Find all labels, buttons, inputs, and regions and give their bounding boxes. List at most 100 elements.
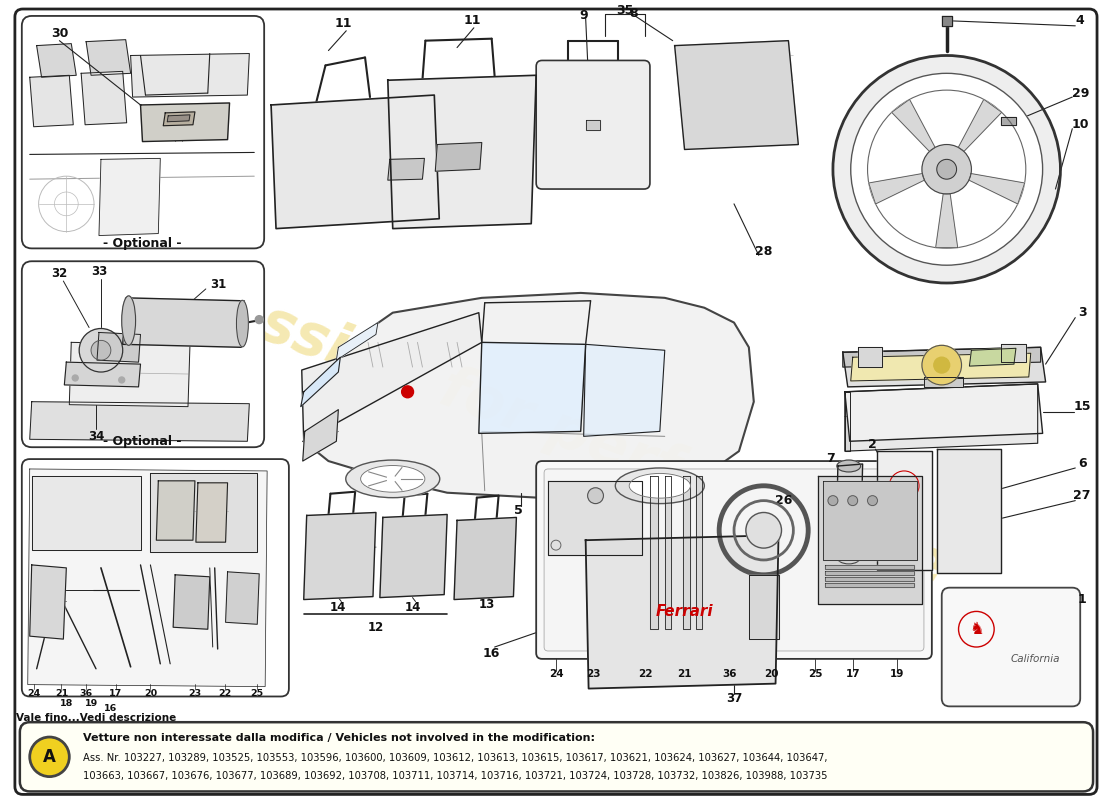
Ellipse shape — [629, 474, 691, 498]
Text: Ferrari: Ferrari — [656, 604, 714, 619]
Text: - Optional -: - Optional - — [103, 237, 182, 250]
Polygon shape — [650, 476, 658, 630]
FancyBboxPatch shape — [22, 16, 264, 248]
Polygon shape — [845, 384, 1043, 442]
Ellipse shape — [122, 296, 135, 346]
Polygon shape — [892, 99, 935, 151]
Text: - Optional -: - Optional - — [103, 434, 182, 448]
Polygon shape — [584, 344, 664, 436]
Text: 13: 13 — [478, 598, 495, 611]
Ellipse shape — [361, 466, 425, 492]
Text: 23: 23 — [188, 689, 201, 698]
Text: 27: 27 — [1074, 489, 1091, 502]
Polygon shape — [304, 293, 754, 498]
Text: 23: 23 — [586, 669, 601, 678]
Text: 21: 21 — [55, 689, 68, 698]
Circle shape — [868, 496, 878, 506]
Circle shape — [746, 513, 781, 548]
Polygon shape — [226, 572, 260, 624]
FancyBboxPatch shape — [22, 262, 264, 447]
Text: 16: 16 — [104, 704, 118, 713]
Polygon shape — [878, 451, 932, 570]
Polygon shape — [304, 513, 376, 599]
Text: 11: 11 — [334, 18, 352, 30]
Text: 37: 37 — [726, 692, 742, 705]
Polygon shape — [825, 577, 914, 581]
Polygon shape — [97, 333, 141, 362]
Polygon shape — [301, 313, 482, 442]
Polygon shape — [30, 75, 74, 126]
Ellipse shape — [837, 550, 860, 564]
Polygon shape — [167, 115, 190, 122]
FancyBboxPatch shape — [942, 588, 1080, 706]
Circle shape — [848, 496, 858, 506]
Circle shape — [934, 357, 949, 373]
FancyBboxPatch shape — [20, 722, 1093, 791]
Polygon shape — [163, 112, 195, 126]
Text: 8: 8 — [629, 7, 637, 21]
Polygon shape — [30, 402, 250, 442]
Text: 2: 2 — [868, 438, 877, 450]
Text: 19: 19 — [890, 669, 904, 678]
Polygon shape — [674, 41, 799, 150]
Text: 1: 1 — [1078, 593, 1087, 606]
Text: 18: 18 — [59, 699, 73, 708]
Polygon shape — [32, 476, 141, 550]
Polygon shape — [749, 575, 779, 639]
Polygon shape — [28, 469, 267, 686]
Text: 10: 10 — [1071, 118, 1089, 131]
Text: ♞: ♞ — [969, 620, 983, 638]
Ellipse shape — [236, 300, 249, 347]
Text: Ass. Nr. 103227, 103289, 103525, 103553, 103596, 103600, 103609, 103612, 103613,: Ass. Nr. 103227, 103289, 103525, 103553,… — [84, 753, 827, 763]
Polygon shape — [131, 54, 250, 97]
Text: 16: 16 — [483, 647, 500, 661]
Text: 24: 24 — [28, 689, 41, 698]
Text: 26: 26 — [774, 494, 792, 507]
Text: 17: 17 — [846, 669, 860, 678]
FancyBboxPatch shape — [22, 459, 289, 697]
Circle shape — [91, 340, 111, 360]
Polygon shape — [141, 103, 230, 142]
Polygon shape — [81, 71, 126, 125]
Polygon shape — [1001, 117, 1016, 125]
Text: 14: 14 — [405, 601, 420, 614]
Circle shape — [828, 496, 838, 506]
Text: A: A — [43, 748, 56, 766]
Circle shape — [922, 346, 961, 385]
Ellipse shape — [837, 460, 860, 472]
Polygon shape — [823, 481, 917, 560]
Polygon shape — [271, 95, 439, 229]
Polygon shape — [99, 158, 161, 235]
Text: 28: 28 — [755, 245, 772, 258]
Text: 21: 21 — [678, 669, 692, 678]
Polygon shape — [836, 464, 862, 557]
Polygon shape — [585, 535, 779, 689]
Text: passion for performance: passion for performance — [177, 266, 955, 596]
Polygon shape — [478, 342, 585, 434]
Polygon shape — [942, 16, 952, 26]
FancyBboxPatch shape — [544, 469, 924, 651]
Polygon shape — [302, 410, 339, 461]
Text: Valid till...see description: Valid till...see description — [30, 725, 162, 735]
Polygon shape — [300, 357, 340, 406]
Polygon shape — [683, 476, 691, 630]
Text: 15: 15 — [1074, 400, 1091, 413]
Circle shape — [119, 377, 124, 383]
Text: 35: 35 — [616, 3, 634, 17]
Text: 20: 20 — [144, 689, 157, 698]
Polygon shape — [858, 347, 882, 367]
Polygon shape — [825, 565, 914, 569]
Polygon shape — [454, 518, 516, 599]
Text: 6: 6 — [1078, 457, 1087, 470]
Polygon shape — [30, 565, 66, 639]
Text: 24: 24 — [549, 669, 563, 678]
Circle shape — [255, 316, 263, 323]
Text: 9: 9 — [580, 10, 588, 22]
Polygon shape — [818, 476, 922, 605]
Polygon shape — [123, 298, 244, 347]
Circle shape — [79, 329, 123, 372]
Text: 14: 14 — [330, 601, 346, 614]
Text: 19: 19 — [85, 699, 98, 708]
Polygon shape — [379, 514, 448, 598]
Text: 12: 12 — [367, 621, 384, 634]
